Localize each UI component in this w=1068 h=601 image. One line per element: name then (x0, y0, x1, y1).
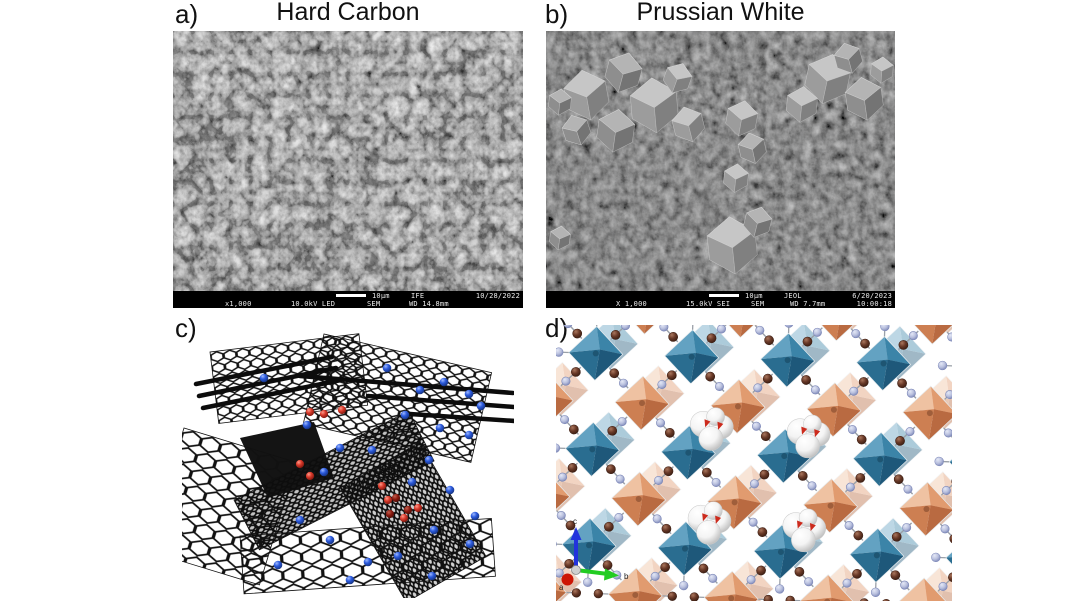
graphene-sheets-model (182, 333, 514, 598)
panel-d-label: d) (545, 313, 569, 343)
scale-length: 10μm (372, 292, 390, 300)
axis-label-a: a (559, 583, 564, 592)
hard-carbon-sem-texture (173, 31, 523, 291)
acquisition-date: 10/28/2022 (475, 292, 520, 300)
panel-a-label: a) (175, 0, 199, 29)
crystal-axes-indicator: c b a (559, 517, 629, 592)
instrument-vendor: JEOL (784, 292, 802, 300)
scale-bar (336, 294, 366, 297)
prussian-white-structure-model: c b a (556, 325, 952, 601)
scale-bar (709, 294, 739, 297)
panel-b-title: Prussian White (636, 0, 805, 26)
axis-label-b: b (624, 572, 629, 581)
instrument-vendor: IFE (411, 292, 425, 300)
working-distance: WD 7.7mm (790, 300, 826, 308)
working-distance: WD 14.8mm (409, 300, 449, 308)
prussian-white-crystal-structure: c b a (556, 325, 952, 601)
sem-metadata-bar-b: 10μm JEOL 6/20/2023 X 1,000 15.0kV SEI S… (546, 291, 895, 308)
accelerating-voltage: 15.0kV SEI (686, 300, 731, 308)
hard-carbon-structure-model (182, 330, 514, 598)
prussian-white-sem-texture (546, 31, 895, 291)
magnification: X 1,000 (616, 300, 647, 308)
sem-metadata-bar-a: 10μm IFE 10/28/2022 x1,000 10.0kV LED SE… (173, 291, 523, 308)
imaging-mode: SEM (751, 300, 765, 308)
panel-b-label: b) (545, 0, 569, 29)
axis-label-c: c (573, 517, 577, 526)
prussian-white-sem-image: 10μm JEOL 6/20/2023 X 1,000 15.0kV SEI S… (546, 31, 895, 308)
imaging-mode: SEM (367, 300, 381, 308)
hard-carbon-sem-image: 10μm IFE 10/28/2022 x1,000 10.0kV LED SE… (173, 31, 523, 308)
acquisition-time: 10:00:18 (856, 300, 892, 308)
scale-length: 10μm (745, 292, 763, 300)
accelerating-voltage: 10.0kV LED (291, 300, 336, 308)
panel-a-title: Hard Carbon (276, 0, 420, 26)
magnification: x1,000 (225, 300, 252, 308)
prussian-white-crystals (548, 42, 894, 275)
acquisition-date: 6/20/2023 (852, 292, 892, 300)
panel-c-label: c) (175, 313, 197, 343)
